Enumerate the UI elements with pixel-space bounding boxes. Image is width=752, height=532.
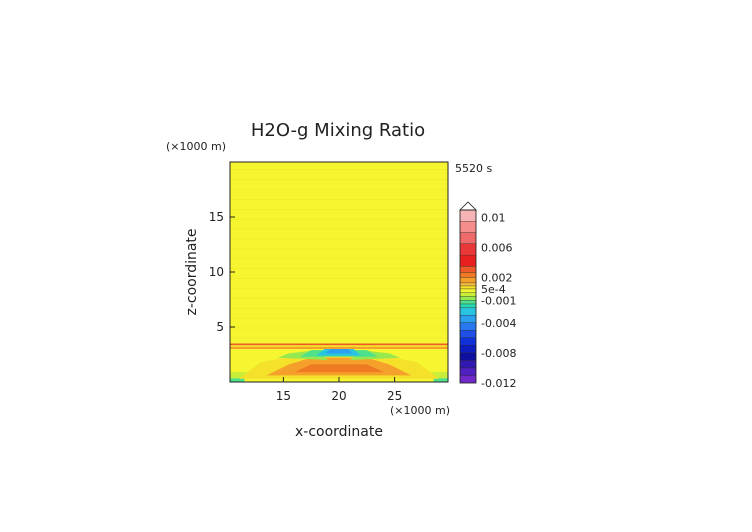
- colorbar-swatch: [459, 367, 477, 376]
- y-axis-label: z-coordinate: [184, 228, 200, 315]
- x-unit-label: (×1000 m): [390, 404, 450, 417]
- field-region-5: [294, 364, 384, 373]
- colorbar-swatch: [459, 300, 477, 305]
- x-axis-label: x-coordinate: [295, 424, 383, 440]
- colorbar-swatch: [459, 243, 477, 256]
- colorbar-swatch: [459, 292, 477, 297]
- field-region-0: [230, 378, 245, 382]
- colorbar-swatch: [459, 360, 477, 369]
- colorbar-swatch: [459, 375, 477, 384]
- colorbar-swatch: [459, 315, 477, 323]
- colorbar-swatch: [459, 307, 477, 316]
- colorbar-swatch: [459, 288, 477, 293]
- colorbar-extend-arrow: [459, 201, 477, 211]
- colorbar-swatch: [459, 322, 477, 331]
- time-label: 5520 s: [455, 162, 492, 175]
- colorbar-frame: [459, 209, 477, 384]
- field-region-12: [230, 345, 448, 347]
- y-tick-label: 15: [209, 210, 224, 224]
- y-axis: 5 10 15: [209, 210, 235, 334]
- colorbar-swatch: [459, 352, 477, 361]
- field-region-13: [230, 343, 448, 346]
- colorbar-swatch: [459, 285, 477, 290]
- colorbar-label: -0.008: [481, 347, 516, 360]
- field-region-11: [230, 346, 448, 349]
- colorbar-label: -0.012: [481, 377, 516, 390]
- y-tick-label: 10: [209, 265, 224, 279]
- y-tick-label: 5: [216, 320, 224, 334]
- colorbar-label: -0.001: [481, 294, 516, 307]
- x-axis: 15 20 25: [276, 377, 402, 403]
- colorbar-swatch: [459, 330, 477, 339]
- x-tick-label: 15: [276, 389, 291, 403]
- colorbar-swatch: [459, 221, 477, 233]
- colorbar-swatch: [459, 282, 477, 287]
- field-region-1: [433, 378, 448, 382]
- colorbar-swatch: [459, 272, 477, 278]
- colorbar-swatch: [459, 337, 477, 346]
- colorbar-swatch: [459, 209, 477, 222]
- colorbar-swatch: [459, 296, 477, 301]
- chart-title: H2O-g Mixing Ratio: [251, 120, 425, 141]
- colorbar-swatch: [459, 254, 477, 267]
- colorbar-label: 0.006: [481, 242, 513, 255]
- colorbar-swatch: [459, 345, 477, 354]
- colorbar-label: 0.01: [481, 212, 506, 225]
- colorbar-swatch: [459, 277, 477, 284]
- x-tick-label: 25: [387, 389, 402, 403]
- colorbar-label: -0.004: [481, 317, 516, 330]
- colorbar-swatch: [459, 232, 477, 244]
- field-region-10: [325, 349, 353, 354]
- x-tick-label: 20: [331, 389, 346, 403]
- colorbar-swatch: [459, 303, 477, 308]
- colorbar-label: 5e-4: [481, 283, 506, 296]
- colorbar-swatch: [459, 266, 477, 273]
- y-unit-label: (×1000 m): [166, 140, 226, 153]
- colorbar-label: 0.002: [481, 272, 513, 285]
- plot-area: [230, 162, 448, 382]
